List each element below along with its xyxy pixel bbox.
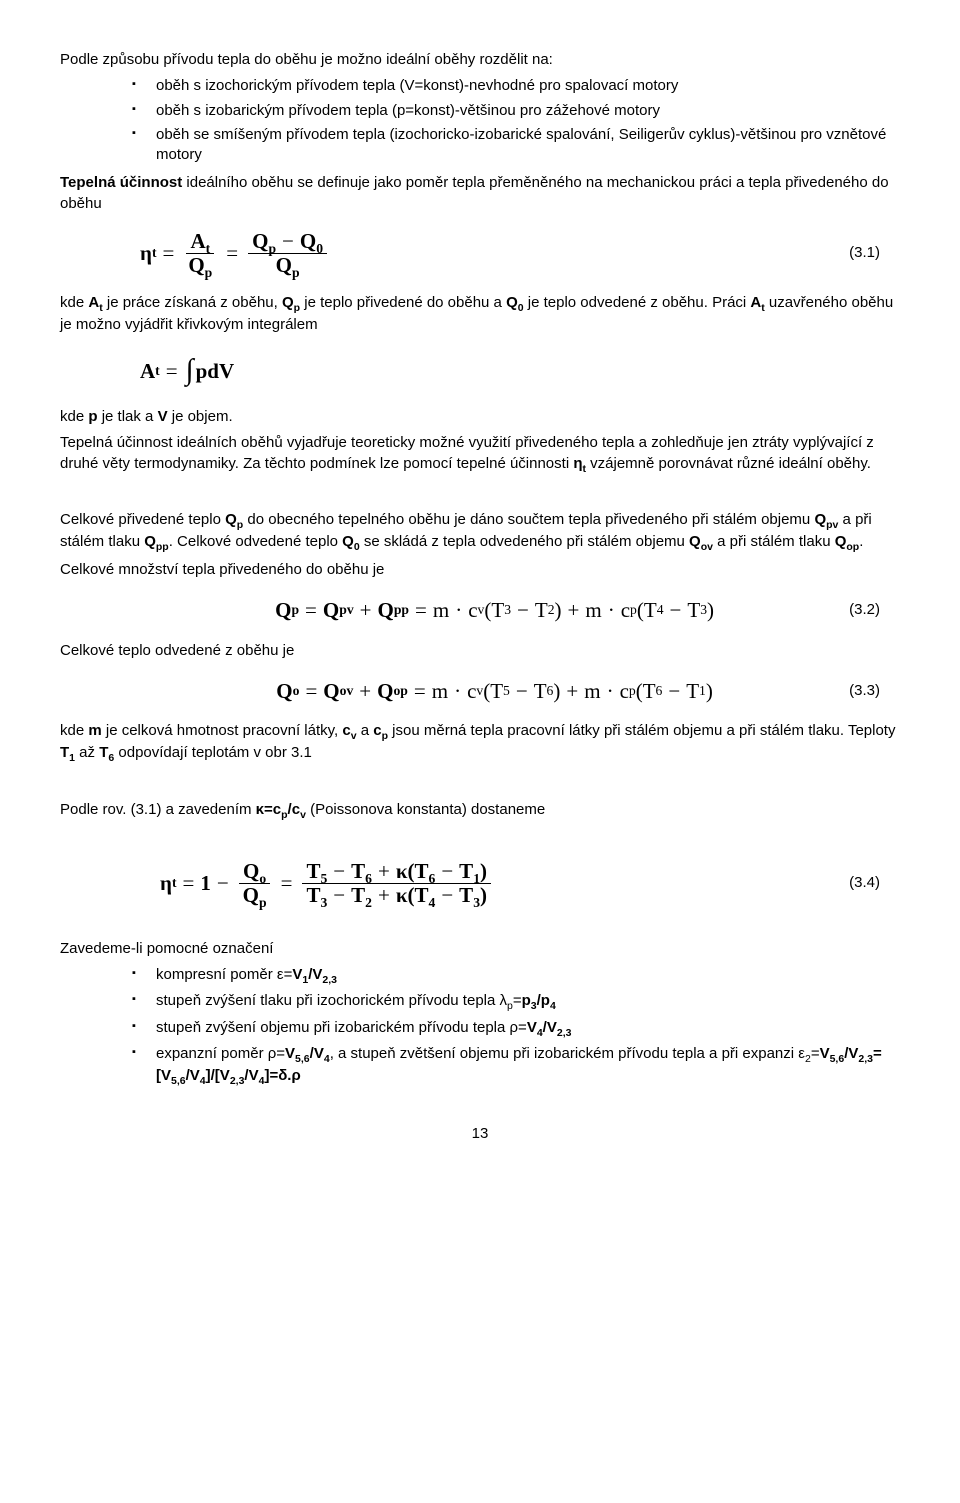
thermal-efficiency-paragraph: Tepelná účinnost ideálního oběhu se defi… [60, 173, 900, 214]
list-item: stupeň zvýšení tlaku při izochorickém př… [132, 991, 900, 1013]
cycle-types-list: oběh s izochorickým přívodem tepla (V=ko… [60, 76, 900, 165]
equation-3-4: ηt = 1 − Qo Qp = T5−T6+κ(T6−T1) T3−T2+κ(… [140, 860, 900, 907]
list-item: kompresní poměr ε=V1/V2,3 [132, 965, 900, 987]
page-number: 13 [60, 1124, 900, 1144]
where-paragraph-1: kde At je práce získaná z oběhu, Qp je t… [60, 293, 900, 335]
list-item: stupeň zvýšení objemu při izobarickém př… [132, 1018, 900, 1040]
efficiency-explain-paragraph: Tepelná účinnost ideálních oběhů vyjadřu… [60, 433, 900, 475]
poisson-paragraph: Podle rov. (3.1) a zavedením κ=cp/cv (Po… [60, 800, 900, 822]
where-paragraph-2: kde p je tlak a V je objem. [60, 407, 900, 427]
intro-paragraph: Podle způsobu přívodu tepla do oběhu je … [60, 50, 900, 70]
equation-3-2: Qp=Qpv+Qpp=m·cv(T3−T2)+m·cp(T4−T3) (3.2) [140, 596, 900, 624]
aux-notation-paragraph: Zavedeme-li pomocné označení [60, 939, 900, 959]
heat-total-paragraph: Celkové přivedené teplo Qp do obecného t… [60, 510, 900, 554]
heat-total-line2: Celkové množství tepla přivedeného do ob… [60, 560, 900, 580]
equation-3-3: Qo=Qov+Qop=m·cv(T5−T6)+m·cp(T6−T1) (3.3) [140, 677, 900, 705]
list-item: expanzní poměr ρ=V5,6/V4, a stupeň zvětš… [132, 1044, 900, 1088]
equation-number: (3.1) [849, 243, 880, 263]
list-item: oběh se smíšeným přívodem tepla (izochor… [132, 125, 900, 166]
text: ideálního oběhu se definuje jako poměr t… [60, 174, 889, 211]
term-bold: Tepelná účinnost [60, 174, 182, 191]
equation-number: (3.3) [849, 681, 880, 701]
equation-number: (3.4) [849, 873, 880, 893]
equation-number: (3.2) [849, 600, 880, 620]
list-item: oběh s izobarickým přívodem tepla (p=kon… [132, 101, 900, 121]
where-paragraph-3: kde m je celková hmotnost pracovní látky… [60, 721, 900, 765]
aux-notation-list: kompresní poměr ε=V1/V2,3 stupeň zvýšení… [60, 965, 900, 1088]
equation-integral: At = ∫ pdV [140, 351, 900, 391]
list-item: oběh s izochorickým přívodem tepla (V=ko… [132, 76, 900, 96]
equation-3-1: ηt = At Qp = Qp−Q0 Qp (3.1) [140, 230, 900, 277]
heat-out-paragraph: Celkové teplo odvedené z oběhu je [60, 641, 900, 661]
